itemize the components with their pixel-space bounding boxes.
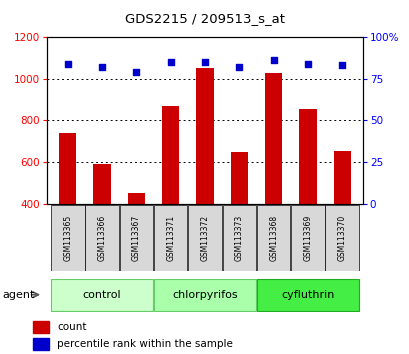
Point bbox=[64, 61, 71, 67]
Bar bbox=[33, 321, 49, 333]
Bar bbox=[222, 205, 256, 271]
Point bbox=[133, 69, 139, 75]
Text: chlorpyrifos: chlorpyrifos bbox=[172, 290, 237, 300]
Bar bbox=[196, 68, 213, 204]
Text: percentile rank within the sample: percentile rank within the sample bbox=[57, 339, 233, 349]
Text: GSM113367: GSM113367 bbox=[132, 215, 141, 261]
Text: GSM113365: GSM113365 bbox=[63, 215, 72, 261]
Text: GSM113372: GSM113372 bbox=[200, 215, 209, 261]
Bar bbox=[119, 205, 153, 271]
Bar bbox=[51, 205, 84, 271]
Point bbox=[304, 61, 310, 67]
Bar bbox=[325, 205, 358, 271]
Text: GSM113368: GSM113368 bbox=[268, 215, 277, 261]
Point bbox=[201, 59, 208, 65]
Bar bbox=[162, 106, 179, 204]
Bar bbox=[256, 205, 290, 271]
Bar bbox=[59, 133, 76, 204]
Bar bbox=[153, 279, 256, 311]
Bar bbox=[333, 151, 350, 204]
Text: GSM113371: GSM113371 bbox=[166, 215, 175, 261]
Bar bbox=[85, 205, 119, 271]
Text: GSM113370: GSM113370 bbox=[337, 215, 346, 261]
Bar bbox=[299, 109, 316, 204]
Point bbox=[338, 63, 345, 68]
Bar bbox=[128, 193, 145, 204]
Point bbox=[270, 58, 276, 63]
Bar bbox=[153, 205, 187, 271]
Point bbox=[167, 59, 173, 65]
Text: GSM113373: GSM113373 bbox=[234, 215, 243, 261]
Text: GSM113369: GSM113369 bbox=[303, 215, 312, 261]
Bar bbox=[33, 338, 49, 350]
Bar bbox=[290, 205, 324, 271]
Bar bbox=[188, 205, 221, 271]
Bar bbox=[93, 164, 110, 204]
Bar bbox=[230, 152, 247, 204]
Point bbox=[99, 64, 105, 70]
Bar bbox=[264, 73, 281, 204]
Text: count: count bbox=[57, 322, 87, 332]
Bar bbox=[256, 279, 358, 311]
Text: GSM113366: GSM113366 bbox=[97, 215, 106, 261]
Text: cyfluthrin: cyfluthrin bbox=[281, 290, 334, 300]
Text: agent: agent bbox=[2, 290, 34, 300]
Bar bbox=[51, 279, 153, 311]
Text: control: control bbox=[83, 290, 121, 300]
Text: GDS2215 / 209513_s_at: GDS2215 / 209513_s_at bbox=[125, 12, 284, 25]
Point bbox=[236, 64, 242, 70]
